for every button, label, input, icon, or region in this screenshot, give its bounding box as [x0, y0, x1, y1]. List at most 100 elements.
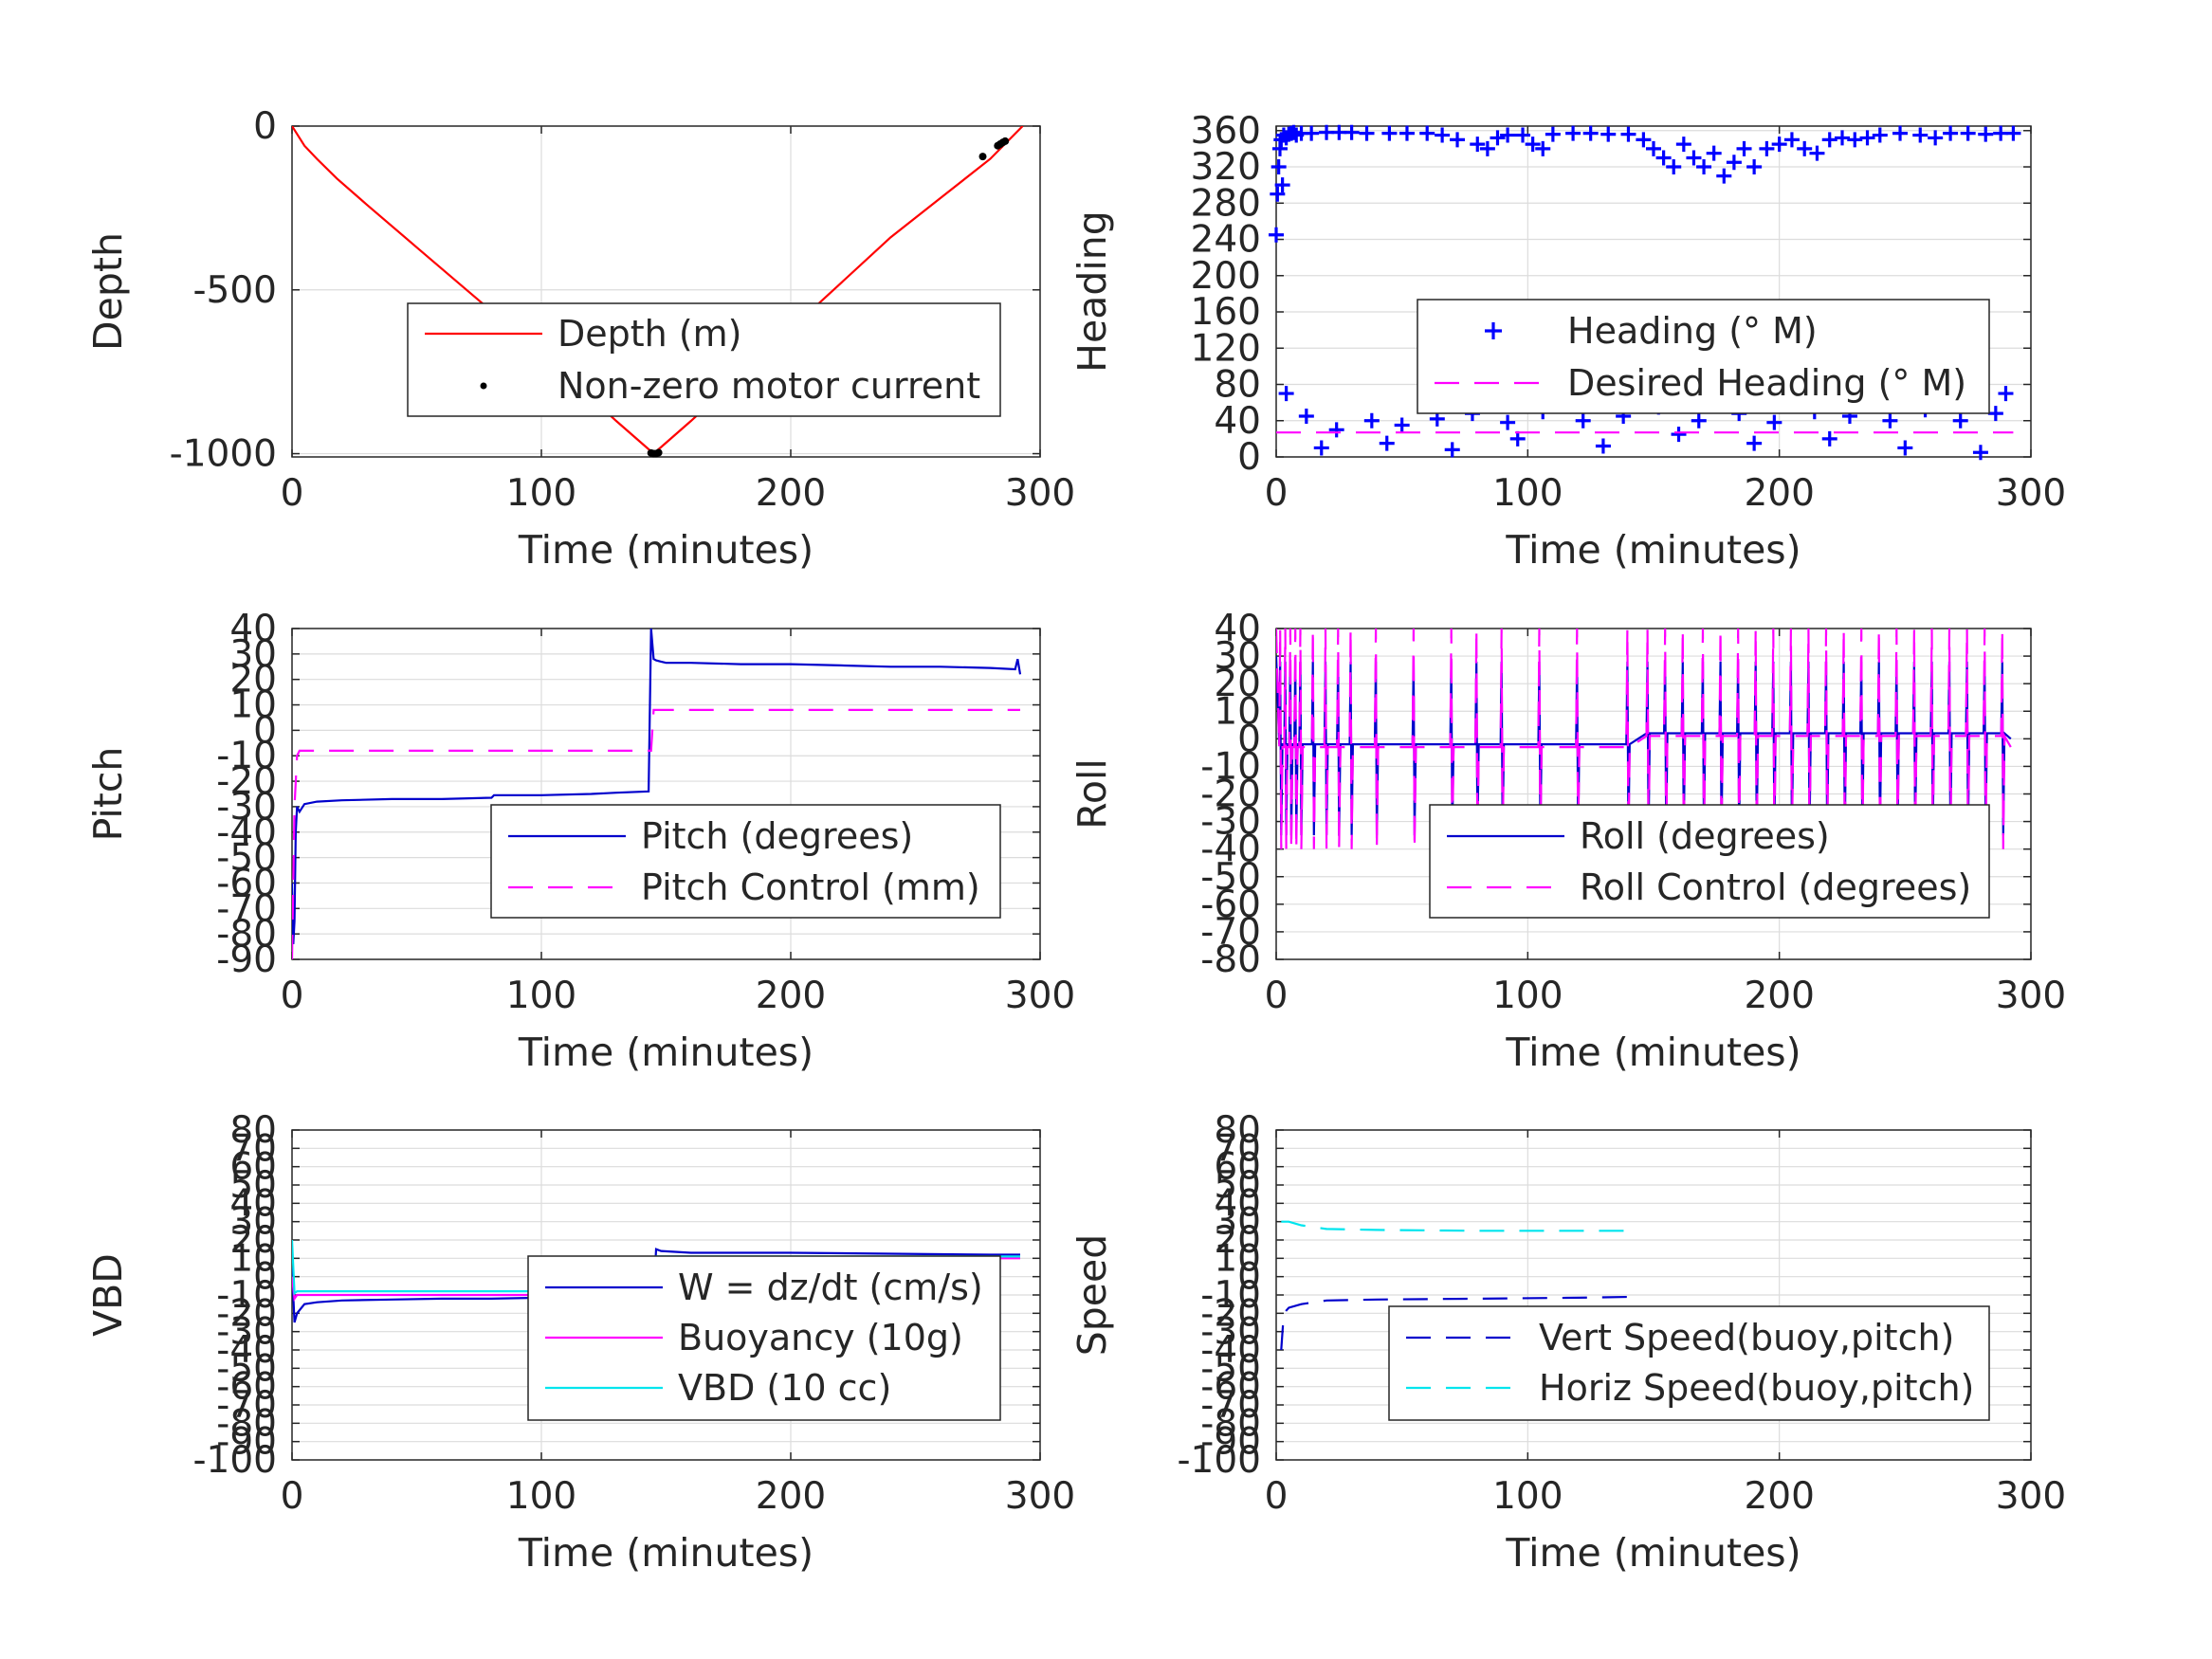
heading-point	[1500, 414, 1516, 430]
x-axis-label: Time (minutes)	[1505, 1530, 1801, 1576]
heading-point	[1892, 125, 1909, 141]
heading-point	[1960, 125, 1976, 141]
y-axis-label: Depth	[85, 232, 131, 351]
legend-box	[1417, 299, 1990, 414]
y-axis-label: Speed	[1069, 1234, 1115, 1357]
y-tick-label: -40	[216, 1329, 277, 1372]
y-tick-label: 0	[1237, 718, 1261, 760]
y-tick-label: -70	[216, 887, 277, 930]
y-tick-label: -30	[1200, 801, 1261, 844]
series-pitch-0	[292, 629, 1022, 944]
heading-point	[1575, 412, 1591, 428]
x-tick-label: 200	[756, 975, 826, 1017]
x-tick-label: 300	[1996, 975, 2066, 1017]
x-tick-label: 100	[506, 472, 576, 515]
y-tick-label: -30	[216, 786, 277, 829]
x-tick-label: 100	[1492, 1475, 1563, 1518]
y-tick-label: -60	[216, 1366, 277, 1409]
heading-point	[1582, 125, 1599, 141]
heading-point	[1270, 186, 1286, 202]
heading-point	[1736, 140, 1752, 156]
legend-label: Pitch Control (mm)	[641, 866, 980, 908]
motor-current-point	[978, 153, 987, 161]
y-tick-label: -500	[192, 269, 277, 312]
x-tick-label: 0	[1265, 975, 1289, 1017]
heading-point	[1500, 127, 1516, 143]
heading-point	[1797, 140, 1813, 156]
heading-point	[1706, 145, 1722, 161]
y-tick-label: 0	[253, 1256, 277, 1299]
y-tick-label: -80	[216, 1402, 277, 1445]
y-tick-label: 30	[1214, 635, 1261, 678]
y-tick-label: -10	[1200, 1274, 1261, 1317]
heading-point	[1897, 440, 1913, 456]
y-tick-label: 10	[1214, 690, 1261, 733]
y-tick-label: 120	[1191, 327, 1261, 370]
x-tick-label: 100	[506, 975, 576, 1017]
heading-point	[1398, 125, 1415, 141]
heading-point	[1509, 430, 1526, 447]
legend-label: Roll Control (degrees)	[1580, 866, 1971, 908]
legend-marker	[1485, 322, 1502, 339]
y-tick-label: 40	[229, 608, 277, 650]
heading-point	[1691, 412, 1707, 428]
x-axis-label: Time (minutes)	[518, 527, 814, 573]
y-tick-label: 80	[1214, 1109, 1261, 1152]
heading-point	[1766, 414, 1782, 430]
y-tick-label: 320	[1191, 146, 1261, 189]
y-tick-label: -10	[216, 735, 277, 777]
y-tick-label: -100	[192, 1439, 277, 1482]
y-tick-label: 40	[1214, 400, 1261, 443]
x-tick-label: 300	[1996, 1475, 2066, 1518]
x-axis-label: Time (minutes)	[518, 1530, 814, 1576]
heading-point	[1666, 159, 1682, 175]
heading-point	[1535, 140, 1551, 156]
x-tick-label: 0	[1265, 472, 1289, 515]
legend-label: Heading (° M)	[1567, 310, 1818, 352]
y-tick-label: 10	[229, 684, 277, 727]
legend-label: W = dz/dt (cm/s)	[678, 1267, 983, 1308]
heading-point	[1435, 127, 1451, 143]
y-tick-label: 30	[229, 1201, 277, 1244]
heading-point	[1313, 440, 1329, 456]
legend-label: Horiz Speed(buoy,pitch)	[1539, 1367, 1974, 1409]
heading-point	[1872, 127, 1888, 143]
heading-point	[1716, 168, 1732, 184]
y-tick-label: -50	[1200, 1347, 1261, 1390]
y-tick-label: -60	[1200, 1366, 1261, 1409]
series-speed-1	[1281, 1220, 1636, 1232]
x-axis-label: Time (minutes)	[1505, 527, 1801, 573]
legend-box	[1388, 1305, 1990, 1421]
heading-point	[1278, 386, 1294, 402]
heading-point	[1490, 130, 1506, 146]
heading-point	[1600, 126, 1617, 142]
y-tick-label: -10	[1200, 745, 1261, 788]
heading-point	[1675, 137, 1691, 153]
heading-point	[1646, 140, 1661, 156]
heading-point	[1943, 125, 1959, 141]
y-tick-label: 50	[1214, 1164, 1261, 1207]
series-depth-0	[292, 126, 1024, 455]
y-tick-label: 60	[229, 1146, 277, 1189]
panel-pitch: 0 100 200 300403020100-10-20-30-40-50-60-70…	[85, 608, 1075, 1075]
heading-point	[1419, 125, 1435, 141]
heading-point	[1344, 124, 1360, 140]
panel-vbd: 0 100 200 30080706050403020100-10-20-30-40-…	[85, 1109, 1075, 1576]
y-tick-label: -30	[1200, 1311, 1261, 1354]
x-tick-label: 300	[1005, 472, 1075, 515]
y-tick-label: -50	[216, 1347, 277, 1390]
x-tick-label: 200	[756, 1475, 826, 1518]
y-tick-label: 60	[1214, 1146, 1261, 1189]
heading-point	[1269, 227, 1284, 243]
heading-point	[2005, 125, 2021, 141]
x-tick-label: 300	[1005, 1475, 1075, 1518]
y-tick-label: -80	[216, 913, 277, 956]
heading-point	[1379, 435, 1395, 451]
x-tick-label: 100	[1492, 975, 1563, 1017]
x-axis-label: Time (minutes)	[1505, 1030, 1801, 1075]
heading-point	[1515, 127, 1531, 143]
y-tick-label: -10	[216, 1274, 277, 1317]
x-tick-label: 0	[281, 975, 304, 1017]
series-speed-0	[1280, 1295, 1636, 1351]
